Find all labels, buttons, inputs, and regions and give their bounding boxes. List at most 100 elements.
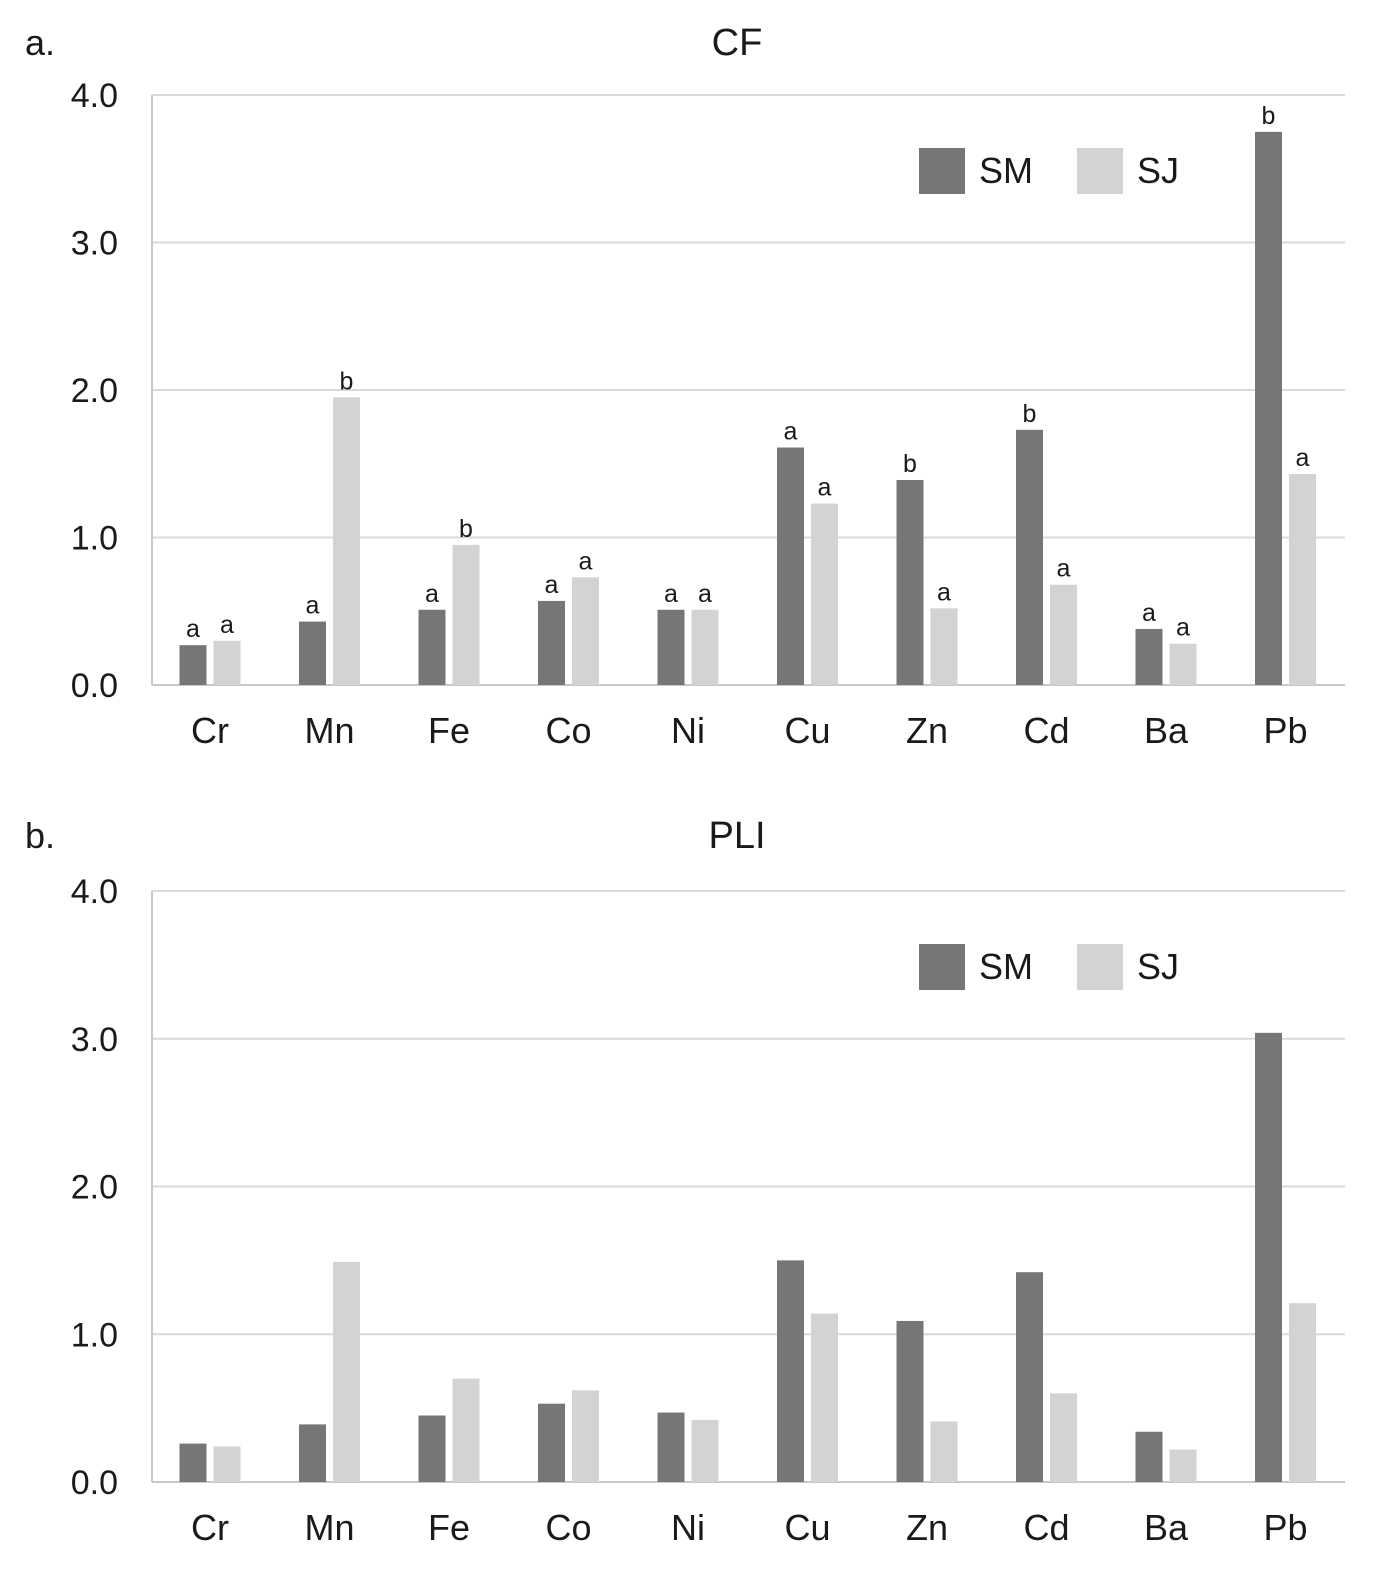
bar-sj-ba	[1169, 1449, 1197, 1482]
bar-sj-ba	[1169, 643, 1197, 685]
bar-sm-pb	[1255, 1032, 1282, 1482]
bar-sm-cu	[777, 1260, 804, 1482]
x-tick-label: Pb	[1263, 710, 1307, 751]
chart-title: PLI	[708, 815, 765, 857]
bar-sm-fe	[418, 609, 446, 685]
x-tick-label: Cu	[784, 710, 830, 751]
significance-label: a	[1176, 614, 1190, 642]
bar-sj-mn	[333, 397, 360, 685]
bar-sm-fe	[418, 1415, 446, 1482]
legend-swatch-sj	[1077, 148, 1123, 194]
legend-swatch-sm	[919, 944, 965, 990]
significance-label: a	[220, 611, 234, 639]
bar-sj-cd	[1050, 1393, 1077, 1482]
significance-label: b	[1023, 400, 1037, 428]
bar-sj-pb	[1289, 474, 1316, 685]
y-tick-label: 4.0	[71, 873, 118, 911]
significance-label: b	[459, 515, 473, 543]
bar-sj-ni	[691, 1419, 719, 1482]
x-tick-label: Zn	[906, 710, 948, 751]
bar-sj-cu	[811, 1313, 838, 1482]
y-tick-label: 0.0	[71, 1464, 118, 1502]
significance-label: a	[579, 547, 593, 575]
bar-sm-co	[538, 1403, 565, 1482]
bar-sm-ni	[657, 609, 685, 685]
bar-sm-pb	[1255, 131, 1282, 685]
bar-sm-zn	[896, 479, 924, 685]
x-tick-label: Cu	[784, 1507, 830, 1548]
bar-sj-cd	[1050, 584, 1077, 685]
chart-title: CF	[712, 22, 763, 64]
significance-label: b	[1262, 102, 1276, 130]
x-tick-label: Ba	[1144, 1507, 1189, 1548]
bar-sm-mn	[299, 1424, 326, 1482]
bar-sm-ba	[1135, 1431, 1163, 1482]
y-tick-label: 0.0	[71, 667, 118, 705]
bar-sm-cd	[1016, 1272, 1043, 1482]
bar-sm-cu	[777, 447, 804, 685]
bar-sm-ba	[1135, 628, 1163, 685]
x-tick-label: Zn	[906, 1507, 948, 1548]
significance-label: a	[784, 418, 798, 446]
bar-sm-ni	[657, 1412, 685, 1482]
x-tick-label: Mn	[304, 1507, 354, 1548]
significance-label: a	[545, 571, 559, 599]
bar-sm-cr	[179, 1443, 207, 1482]
bar-sj-cr	[213, 1446, 241, 1482]
legend-label-sj: SJ	[1137, 946, 1179, 987]
bar-sj-zn	[930, 1421, 958, 1482]
x-tick-label: Ni	[671, 1507, 705, 1548]
y-tick-label: 3.0	[71, 1021, 118, 1059]
bar-sj-zn	[930, 608, 958, 685]
significance-label: a	[664, 580, 678, 608]
significance-label: a	[1296, 444, 1310, 472]
y-tick-label: 1.0	[71, 520, 118, 558]
legend-label-sm: SM	[979, 946, 1033, 987]
x-tick-label: Mn	[304, 710, 354, 751]
x-tick-label: Co	[545, 1507, 591, 1548]
bar-sj-pb	[1289, 1303, 1316, 1482]
bar-sm-co	[538, 600, 565, 685]
bar-sj-fe	[452, 544, 480, 685]
bar-sj-co	[572, 1390, 599, 1482]
significance-label: b	[340, 367, 354, 395]
bar-sj-co	[572, 577, 599, 685]
significance-label: a	[186, 615, 200, 643]
panel-label: b.	[25, 815, 55, 856]
y-tick-label: 2.0	[71, 372, 118, 410]
x-tick-label: Cd	[1023, 1507, 1069, 1548]
x-tick-label: Fe	[428, 1507, 470, 1548]
legend-swatch-sm	[919, 148, 965, 194]
bar-sm-cr	[179, 645, 207, 685]
significance-label: a	[1057, 555, 1071, 583]
significance-label: a	[818, 474, 832, 502]
y-tick-label: 2.0	[71, 1169, 118, 1207]
bar-sm-zn	[896, 1320, 924, 1482]
y-tick-label: 3.0	[71, 225, 118, 263]
bar-sj-fe	[452, 1378, 480, 1482]
y-tick-label: 4.0	[71, 77, 118, 115]
bar-sj-cu	[811, 503, 838, 685]
x-tick-label: Fe	[428, 710, 470, 751]
x-tick-label: Cr	[191, 1507, 229, 1548]
significance-label: a	[306, 592, 320, 620]
bar-sj-mn	[333, 1261, 360, 1482]
bar-sj-cr	[213, 640, 241, 685]
y-tick-label: 1.0	[71, 1316, 118, 1354]
x-tick-label: Ba	[1144, 710, 1189, 751]
x-tick-label: Cr	[191, 710, 229, 751]
legend-label-sm: SM	[979, 150, 1033, 191]
legend-swatch-sj	[1077, 944, 1123, 990]
significance-label: a	[937, 578, 951, 606]
bar-sm-mn	[299, 621, 326, 685]
bar-sm-cd	[1016, 429, 1043, 685]
panel-label: a.	[25, 22, 55, 63]
x-tick-label: Pb	[1263, 1507, 1307, 1548]
x-tick-label: Co	[545, 710, 591, 751]
x-tick-label: Ni	[671, 710, 705, 751]
legend-label-sj: SJ	[1137, 150, 1179, 191]
x-tick-label: Cd	[1023, 710, 1069, 751]
chart-panel-pli: b. PLI 0.0 1.0 2.0 3.0 4.0 Cr Mn Fe Co Ni Cu Zn Cd Ba Pb…	[25, 815, 1345, 1548]
